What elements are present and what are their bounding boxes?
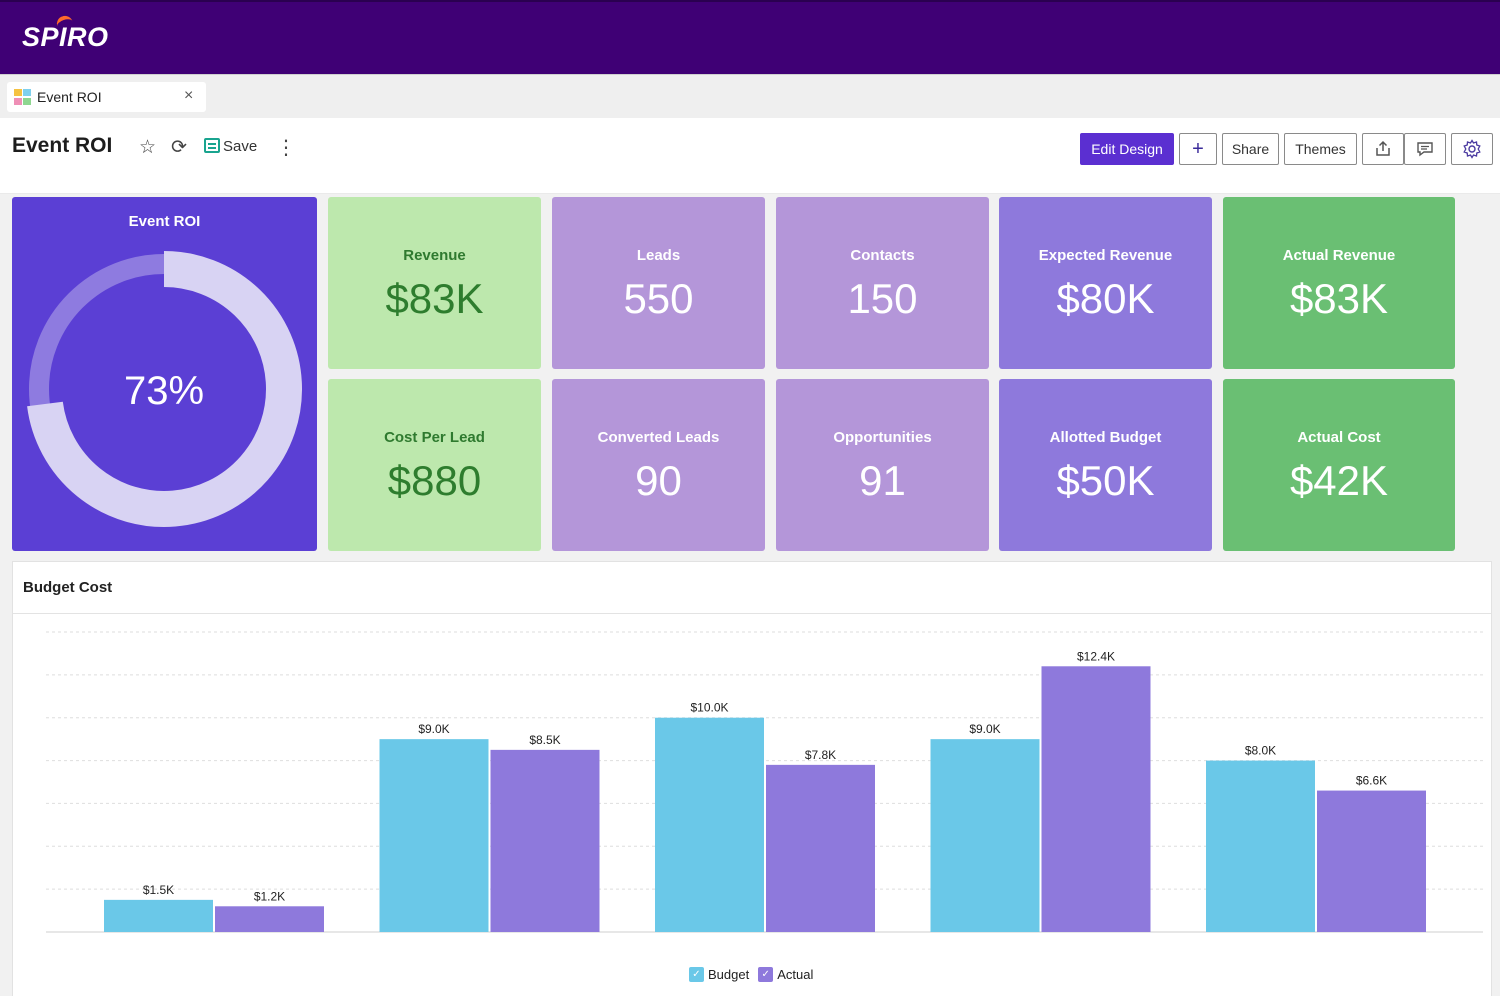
tile-value: $50K [1056,457,1155,504]
dashboard-area: Event ROI 73% Revenue $83K Leads 550 Con… [0,194,1500,996]
tile-label: Allotted Budget [1049,429,1162,446]
roi-ring-value [27,251,302,527]
budget-cost-chart: $1.5K $9.0K $10.0K $9.0K $8.0K $1.2K $8.5K $7.8… [46,631,1483,933]
top-bar: SPIRO [0,0,1500,74]
tile-value: 90 [635,457,682,504]
tile-label: Cost Per Lead [384,429,485,446]
data-label: $8.5K [529,733,560,747]
save-label: Save [223,138,258,155]
star-icon[interactable]: ☆ [139,137,157,158]
save-icon [204,138,220,153]
bar-budget-5[interactable] [1206,760,1315,932]
tab-event-roi[interactable]: Event ROI × [7,82,206,112]
legend-label: Actual [777,967,814,982]
tile-allotted-budget[interactable]: Allotted Budget $50K [999,379,1212,551]
legend-item-actual[interactable]: ✓ Actual [758,967,813,982]
tile-value: $83K [385,275,484,322]
tile-label: Expected Revenue [1038,247,1173,264]
tile-value: 550 [623,275,694,322]
page-title: Event ROI [12,134,113,157]
legend-label: Budget [708,967,750,982]
data-label: $7.8K [805,748,836,762]
tile-revenue[interactable]: Revenue $83K [328,197,541,369]
data-label: $8.0K [1245,744,1276,758]
tile-value: $880 [387,457,482,504]
page-header: Event ROI ☆ ⟳ Save ⋮ Edit Design + Share… [0,118,1500,194]
roi-title: Event ROI [128,213,201,230]
tile-actual-revenue[interactable]: Actual Revenue $83K [1223,197,1455,369]
legend-item-budget[interactable]: ✓ Budget [689,967,749,982]
save-button[interactable]: Save [204,138,257,155]
bar-budget-4[interactable] [930,739,1040,932]
spiro-logo[interactable]: SPIRO [22,13,109,53]
tile-label: Contacts [850,247,915,264]
data-label: $9.0K [969,722,1000,736]
settings-button[interactable] [1451,133,1493,165]
dashboard-icon [14,89,32,106]
event-roi-widget[interactable]: Event ROI 73% [12,197,317,551]
tile-value: 150 [847,275,918,322]
checkbox-icon: ✓ [758,967,774,982]
bar-actual-2[interactable] [490,749,600,932]
tile-label: Actual Cost [1297,429,1381,446]
themes-button[interactable]: Themes [1284,133,1357,165]
tab-strip: Event ROI × [0,74,1500,118]
tile-converted-leads[interactable]: Converted Leads 90 [552,379,765,551]
tile-actual-cost[interactable]: Actual Cost $42K [1223,379,1455,551]
checkbox-icon: ✓ [689,967,704,982]
data-label: $10.0K [690,701,728,715]
data-label: $1.2K [254,889,285,903]
add-button[interactable]: + [1179,133,1217,165]
data-label: $9.0K [418,722,449,736]
bar-actual-4[interactable] [1041,666,1151,932]
tile-opportunities[interactable]: Opportunities 91 [776,379,989,551]
tile-contacts[interactable]: Contacts 150 [776,197,989,369]
comment-icon [1417,142,1433,157]
data-label: $1.5K [143,883,174,897]
tile-cost-per-lead[interactable]: Cost Per Lead $880 [328,379,541,551]
roi-donut-chart: 73% [27,251,302,527]
bar-actual-3[interactable] [766,764,875,932]
tile-label: Leads [636,247,681,264]
roi-value: 73% [124,369,204,413]
gear-icon [1463,139,1481,159]
close-icon[interactable]: × [184,87,194,104]
brand-name: SPIRO [22,22,109,52]
bar-actual-5[interactable] [1317,790,1426,932]
tile-value: 91 [859,457,906,504]
tile-expected-revenue[interactable]: Expected Revenue $80K [999,197,1212,369]
tile-leads[interactable]: Leads 550 [552,197,765,369]
more-options-icon[interactable]: ⋮ [276,137,296,159]
bar-actual-1[interactable] [215,906,324,932]
edit-design-button[interactable]: Edit Design [1080,133,1174,165]
tile-label: Opportunities [833,429,932,446]
export-icon [1376,140,1390,156]
comments-button[interactable] [1404,133,1446,165]
bar-budget-2[interactable] [379,739,489,932]
tile-label: Revenue [403,247,466,264]
export-button[interactable] [1362,133,1404,165]
bar-budget-3[interactable] [655,717,764,932]
share-button[interactable]: Share [1222,133,1279,165]
data-label: $12.4K [1077,649,1115,663]
refresh-icon[interactable]: ⟳ [171,137,187,158]
tile-value: $42K [1289,457,1389,504]
tab-label: Event ROI [37,89,102,105]
tile-value: $80K [1056,275,1155,322]
chart-legend: ✓ Budget ✓ Actual [689,967,822,982]
tile-label: Actual Revenue [1282,247,1396,264]
tile-label: Converted Leads [597,429,720,446]
tile-value: $83K [1289,275,1389,322]
bar-budget-1[interactable] [104,899,213,932]
data-label: $6.6K [1356,774,1387,788]
budget-cost-widget[interactable]: Budget Cost $1.5K $9.0K $10.0K $9.0K $8.0K $1… [12,561,1492,996]
chart-title: Budget Cost [23,579,113,596]
chart-divider [13,613,1491,614]
